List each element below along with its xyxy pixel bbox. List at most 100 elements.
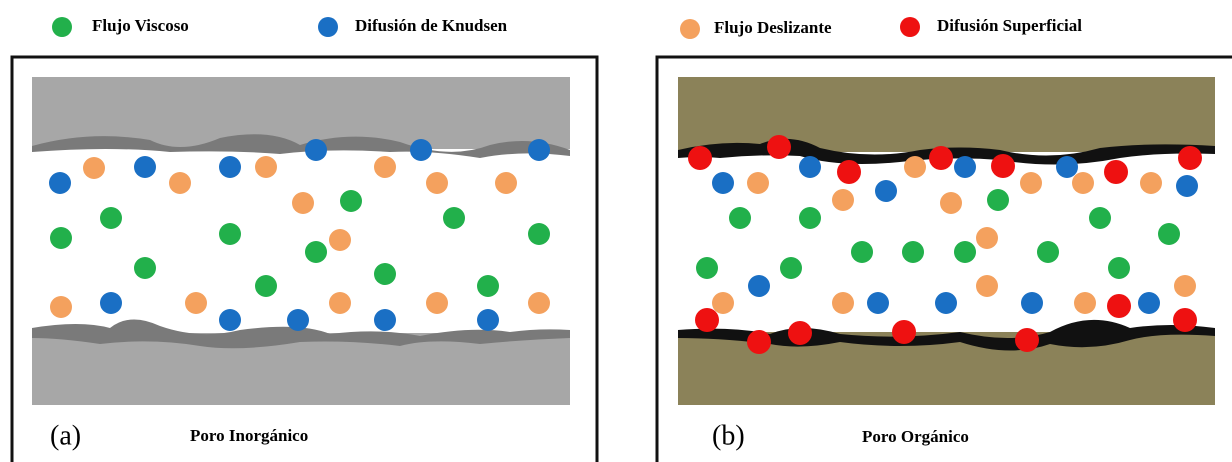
molecule: [528, 292, 550, 314]
molecule: [185, 292, 207, 314]
molecule: [50, 227, 72, 249]
pore-wall: [678, 77, 1215, 152]
molecule: [1056, 156, 1078, 178]
molecule: [219, 156, 241, 178]
molecule: [799, 207, 821, 229]
molecule: [1015, 328, 1039, 352]
panel-tag: (b): [712, 420, 745, 451]
molecule: [528, 223, 550, 245]
molecule: [867, 292, 889, 314]
molecule: [935, 292, 957, 314]
molecule: [799, 156, 821, 178]
molecule: [426, 172, 448, 194]
molecule: [747, 330, 771, 354]
molecule: [1089, 207, 1111, 229]
molecule: [832, 292, 854, 314]
molecule: [875, 180, 897, 202]
molecule: [495, 172, 517, 194]
molecule: [374, 263, 396, 285]
molecule: [169, 172, 191, 194]
molecule: [1174, 275, 1196, 297]
molecule: [1158, 223, 1180, 245]
molecule: [305, 241, 327, 263]
molecule: [688, 146, 712, 170]
molecule: [219, 309, 241, 331]
legend-dot: [52, 17, 72, 37]
molecule: [940, 192, 962, 214]
molecule: [1107, 294, 1131, 318]
molecule: [837, 160, 861, 184]
legend-label: Difusión Superficial: [937, 16, 1082, 35]
figure: Flujo Viscoso Difusión de Knudsen Flujo …: [0, 0, 1232, 462]
molecule: [1108, 257, 1130, 279]
molecule: [929, 146, 953, 170]
molecule: [1178, 146, 1202, 170]
panel-tag: (a): [50, 420, 81, 451]
molecule: [1072, 172, 1094, 194]
pore-wall: [32, 333, 570, 405]
molecule: [374, 156, 396, 178]
molecule: [329, 229, 351, 251]
molecule: [255, 275, 277, 297]
molecule: [832, 189, 854, 211]
molecule: [255, 156, 277, 178]
molecule: [954, 241, 976, 263]
molecule: [1140, 172, 1162, 194]
molecule: [374, 309, 396, 331]
molecule: [1138, 292, 1160, 314]
legend-label: Difusión de Knudsen: [355, 16, 508, 35]
molecule: [987, 189, 1009, 211]
molecule: [696, 257, 718, 279]
molecule: [1021, 292, 1043, 314]
molecule: [292, 192, 314, 214]
molecule: [747, 172, 769, 194]
molecule: [904, 156, 926, 178]
molecule: [1104, 160, 1128, 184]
molecule: [83, 157, 105, 179]
molecule: [851, 241, 873, 263]
molecule: [712, 292, 734, 314]
molecule: [477, 275, 499, 297]
molecule: [729, 207, 751, 229]
molecule: [976, 275, 998, 297]
molecule: [528, 139, 550, 161]
molecule: [100, 292, 122, 314]
molecule: [477, 309, 499, 331]
molecule: [1176, 175, 1198, 197]
molecule: [1173, 308, 1197, 332]
molecule: [788, 321, 812, 345]
legend-dot: [900, 17, 920, 37]
panel-caption: Poro Orgánico: [862, 427, 969, 446]
molecule: [49, 172, 71, 194]
molecule: [287, 309, 309, 331]
legend-label: Flujo Viscoso: [92, 16, 189, 35]
molecule: [50, 296, 72, 318]
molecule: [219, 223, 241, 245]
molecule: [1074, 292, 1096, 314]
molecule: [1037, 241, 1059, 263]
molecule: [976, 227, 998, 249]
molecule: [100, 207, 122, 229]
molecule: [712, 172, 734, 194]
molecule: [1020, 172, 1042, 194]
molecule: [767, 135, 791, 159]
molecule: [305, 139, 327, 161]
molecule: [954, 156, 976, 178]
molecule: [410, 139, 432, 161]
molecule: [748, 275, 770, 297]
molecule: [443, 207, 465, 229]
legend-label: Flujo Deslizante: [714, 18, 832, 37]
molecule: [892, 320, 916, 344]
molecule: [134, 156, 156, 178]
panel-caption: Poro Inorgánico: [190, 426, 308, 445]
molecule: [695, 308, 719, 332]
legend-dot: [680, 19, 700, 39]
molecule: [340, 190, 362, 212]
molecule: [902, 241, 924, 263]
molecule: [426, 292, 448, 314]
molecule: [991, 154, 1015, 178]
molecule: [780, 257, 802, 279]
molecule: [329, 292, 351, 314]
legend-dot: [318, 17, 338, 37]
molecule: [134, 257, 156, 279]
